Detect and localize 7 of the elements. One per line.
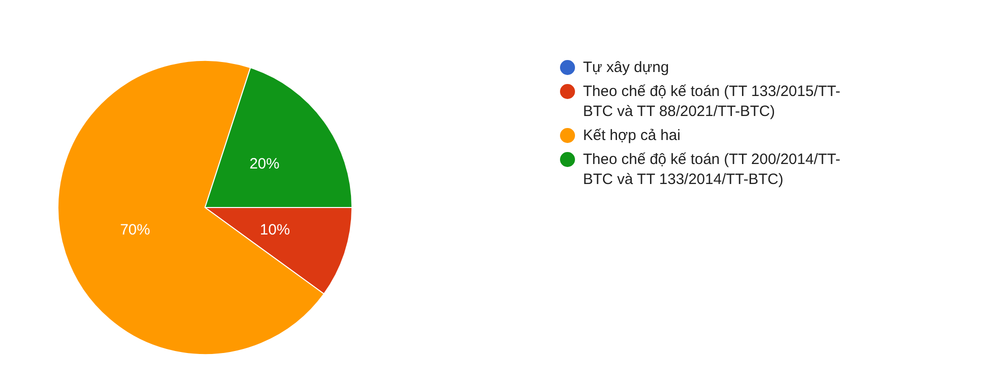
data-label: 70% [120, 221, 150, 238]
legend-label: Theo chế độ kế toán (TT 200/2014/TT-BTC và TT 133/2014/TT-BTC) [583, 150, 842, 190]
legend-label: Tự xây dựng [583, 58, 669, 78]
data-label: 10% [260, 221, 290, 238]
data-label: 20% [249, 155, 280, 172]
legend-label: Kết hợp cả hai [583, 126, 680, 146]
legend-label: Theo chế độ kế toán (TT 133/2015/TT-BTC và TT 88/2021/TT-BTC) [583, 82, 842, 122]
